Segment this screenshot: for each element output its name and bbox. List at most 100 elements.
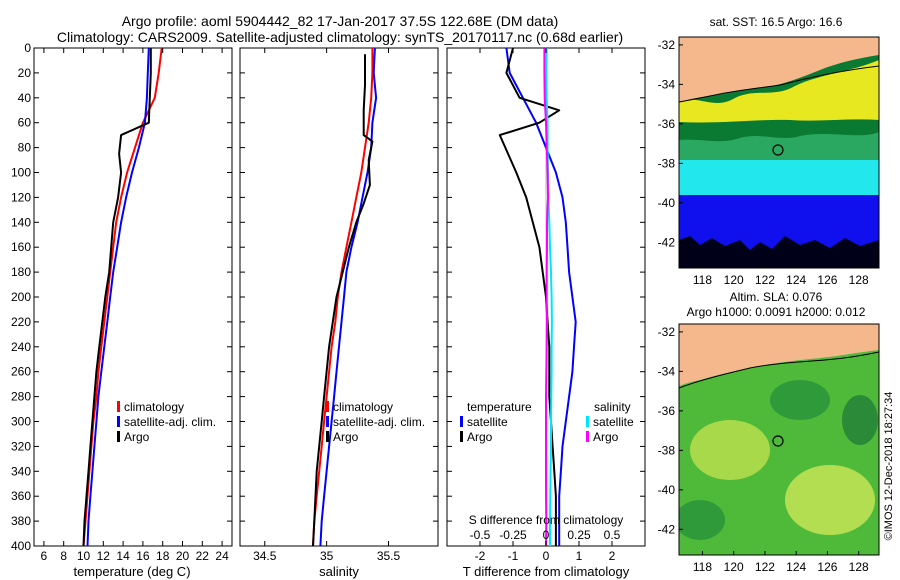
s-tick-label: -0.25	[499, 528, 527, 542]
legend-swatch-t-satellite	[460, 416, 463, 427]
argo-float-marker	[772, 144, 784, 156]
sst-map-panel: sat. SST: 16.5 Argo: 16.6 -32 -34 -36 -38 -4…	[658, 15, 880, 287]
x-tick-label: -1	[508, 549, 519, 563]
depth-tick-label: 0	[24, 41, 31, 55]
legend-label-t-argo: Argo	[467, 430, 493, 444]
imos-credit: ©IMOS 12-Dec-2018 18:27:34	[883, 392, 895, 541]
series-line-s-satellite	[545, 47, 553, 546]
lat-tick-label: -36	[658, 117, 676, 131]
s-difference-label: S difference from climatology	[469, 513, 624, 527]
x-tick-label: 6	[41, 549, 48, 563]
depth-tick-label: 260	[11, 365, 31, 379]
sla-map-image	[679, 324, 879, 555]
difference-legend: temperature satellite Argo salinity sate…	[460, 400, 634, 444]
lon-tick-label: 126	[817, 560, 837, 574]
legend-label-satellite: satellite-adj. clim.	[333, 415, 425, 429]
temperature-legend: climatology satellite-adj. clim. Argo	[117, 400, 216, 444]
x-tick-label: 2	[609, 549, 616, 563]
x-tick-label: 34.5	[253, 549, 277, 563]
lat-tick-label: -40	[658, 483, 676, 497]
sla-map-title-line2: Argo h1000: 0.0091 h2000: 0.012	[687, 305, 866, 319]
lat-tick-label: -42	[658, 235, 676, 249]
lat-tick-label: -42	[658, 522, 676, 536]
series-line-argo	[312, 54, 374, 547]
depth-tick-label: 360	[11, 489, 31, 503]
series-line-argo	[82, 48, 152, 547]
legend-swatch-satellite	[326, 416, 329, 427]
argo-float-marker	[772, 435, 784, 447]
figure-title-line1: Argo profile: aoml 5904442_82 17-Jan-201…	[122, 13, 559, 29]
depth-tick-label: 220	[11, 315, 31, 329]
legend-label-argo: Argo	[333, 430, 359, 444]
depth-tick-label: 300	[11, 415, 31, 429]
legend-label-t-satellite: satellite	[467, 415, 508, 429]
legend-swatch-s-satellite	[586, 416, 589, 427]
legend-swatch-t-argo	[460, 431, 463, 442]
series-line-satellite-adj-clim-	[319, 47, 378, 547]
x-tick-label: 8	[60, 549, 67, 563]
x-tick-label: -2	[475, 549, 486, 563]
legend-swatch-climatology	[117, 401, 120, 412]
s-tick-label: 0.25	[567, 528, 591, 542]
temperature-panel: 0 20 40 60 80 100 120 140 160 180 200 220 240 260 280 3…	[11, 41, 233, 579]
depth-tick-label: 20	[18, 66, 32, 80]
series-line-satellite-adj-clim-	[86, 47, 150, 547]
lat-tick-label: -32	[658, 38, 676, 52]
figure-title-line2: Climatology: CARS2009. Satellite-adjuste…	[57, 29, 623, 45]
lon-tick-label: 122	[755, 273, 775, 287]
depth-tick-label: 320	[11, 439, 31, 453]
series-line-t-argo	[498, 47, 561, 546]
legend-title-salinity: salinity	[594, 400, 631, 414]
x-tick-label: 22	[196, 549, 210, 563]
sst-lat-ticks: -32 -34 -36 -38 -40 -42	[658, 38, 683, 249]
sla-lat-ticks: -32 -34 -36 -38 -40 -42	[658, 325, 683, 536]
sst-map-title: sat. SST: 16.5 Argo: 16.6	[710, 15, 843, 29]
x-tick-label: 16	[136, 549, 150, 563]
lat-tick-label: -32	[658, 325, 676, 339]
lat-tick-label: -40	[658, 196, 676, 210]
temperature-xlabel: temperature (deg C)	[73, 564, 190, 579]
lat-tick-label: -38	[658, 443, 676, 457]
sla-map-title-line1: Altim. SLA: 0.076	[730, 290, 823, 304]
s-tick-label: 0.5	[604, 528, 621, 542]
depth-tick-label: 400	[11, 539, 31, 553]
legend-title-temperature: temperature	[467, 400, 532, 414]
depth-tick-label: 160	[11, 240, 31, 254]
sla-map-panel: Altim. SLA: 0.076 Argo h1000: 0.0091 h20…	[658, 290, 880, 574]
salinity-legend: climatology satellite-adj. clim. Argo	[326, 400, 425, 444]
legend-label-s-satellite: satellite	[593, 415, 634, 429]
lon-tick-label: 126	[817, 273, 837, 287]
x-tick-label: 35.5	[377, 549, 401, 563]
lon-tick-label: 128	[849, 560, 869, 574]
depth-tick-label: 340	[11, 464, 31, 478]
legend-label-climatology: climatology	[333, 400, 393, 414]
x-tick-label: 18	[156, 549, 170, 563]
t-difference-xlabel: T difference from climatology	[463, 564, 630, 579]
x-tick-label: 10	[77, 549, 91, 563]
sla-map-frame	[678, 323, 880, 556]
x-tick-label: 0	[543, 549, 550, 563]
sst-map-frame	[678, 36, 880, 269]
x-tick-label: 14	[116, 549, 130, 563]
depth-tick-label: 80	[18, 141, 32, 155]
depth-tick-label: 280	[11, 390, 31, 404]
lon-tick-label: 124	[786, 560, 806, 574]
legend-label-climatology: climatology	[124, 400, 184, 414]
lon-tick-label: 128	[849, 273, 869, 287]
depth-tick-label: 380	[11, 514, 31, 528]
lat-tick-label: -36	[658, 404, 676, 418]
series-line-t-satellite	[505, 47, 577, 546]
depth-tick-label: 40	[18, 91, 32, 105]
legend-label-s-argo: Argo	[593, 430, 619, 444]
depth-tick-label: 100	[11, 166, 31, 180]
x-tick-label: 1	[576, 549, 583, 563]
lon-tick-label: 120	[724, 273, 744, 287]
depth-tick-label: 200	[11, 290, 31, 304]
s-tick-label: 0	[543, 528, 550, 542]
sst-lon-ticks: 118 120 122 124 126 128	[693, 264, 869, 287]
depth-tick-label: 240	[11, 340, 31, 354]
legend-label-argo: Argo	[124, 430, 150, 444]
legend-swatch-argo	[326, 431, 329, 442]
legend-swatch-satellite	[117, 416, 120, 427]
